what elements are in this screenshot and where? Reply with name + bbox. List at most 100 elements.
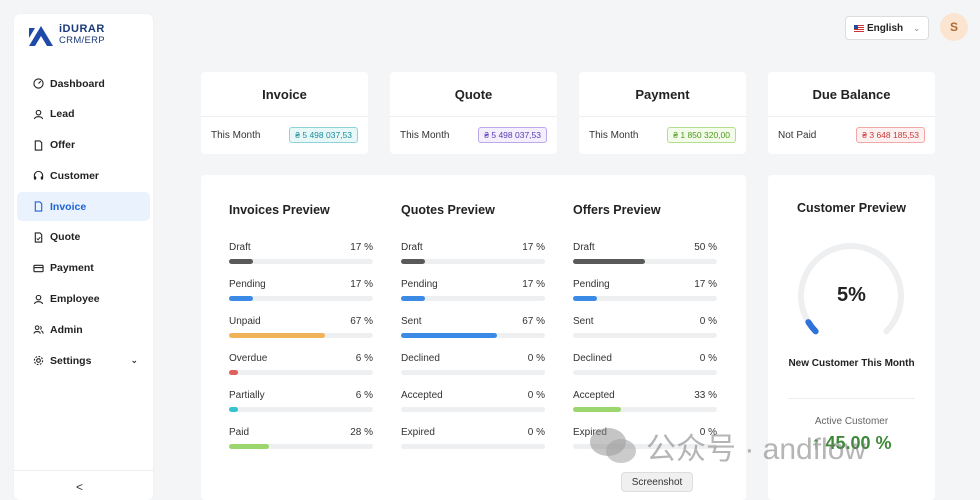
progress-bar (401, 370, 545, 375)
progress-bar-fill (401, 333, 498, 338)
stat-draft: Draft 17 % (401, 242, 545, 264)
stat-expired: Expired 0 % (401, 427, 545, 449)
active-customer-label: Active Customer (814, 416, 889, 427)
chevron-down-icon: ⌄ (913, 23, 920, 33)
team-icon (32, 324, 44, 336)
stat-label: Pending (401, 279, 438, 290)
stat-label: Expired (573, 427, 607, 438)
progress-bar (229, 370, 373, 375)
sidebar-item-lead[interactable]: Lead (17, 100, 150, 129)
customer-gauge (798, 243, 904, 335)
sidebar-item-label: Employee (50, 293, 100, 306)
logo-title: iDURAR (59, 23, 105, 35)
sidebar-item-settings[interactable]: Settings ⌄ (17, 346, 150, 375)
sidebar-item-label: Settings (50, 354, 92, 367)
sidebar-item-invoice[interactable]: Invoice (17, 192, 150, 222)
stat-unpaid: Unpaid 67 % (229, 316, 373, 338)
logo-mark-icon (29, 26, 53, 46)
stat-paid: Paid 28 % (229, 427, 373, 449)
offers-preview: Offers Preview Draft 50 % Pending 17 % Sent 0 … (573, 203, 717, 464)
progress-bar (229, 333, 373, 338)
sidebar: iDURAR CRM/ERP Dashboard Lead Offer Custome… (14, 14, 153, 500)
stat-label: Expired (401, 427, 435, 438)
gauge-fill (805, 319, 819, 335)
summary-amount-tag: ₴ 5 498 037,53 (478, 127, 547, 143)
progress-bar (229, 259, 373, 264)
stat-label: Accepted (401, 390, 443, 401)
sidebar-item-label: Payment (50, 262, 94, 275)
stat-value: 0 % (699, 427, 717, 438)
sidebar-nav: Dashboard Lead Offer Customer Invoice Quote Pa… (17, 69, 150, 377)
summary-card-payment: Payment This Month ₴ 1 850 320,00 (579, 72, 746, 154)
summary-amount-tag: ₴ 3 648 185,53 (856, 127, 925, 143)
customer-preview-card: Customer Preview 5% New Customer This Mo… (768, 175, 935, 500)
stat-pending: Pending 17 % (401, 279, 545, 301)
stat-value: 17 % (350, 242, 373, 253)
stat-sent: Sent 67 % (401, 316, 545, 338)
sidebar-item-label: Dashboard (50, 77, 105, 90)
sidebar-item-customer[interactable]: Customer (17, 161, 150, 190)
stat-label: Sent (573, 316, 594, 327)
stat-value: 6 % (355, 390, 373, 401)
summary-card-due-balance: Due Balance Not Paid ₴ 3 648 185,53 (768, 72, 935, 154)
customer-preview-title: Customer Preview (796, 201, 907, 215)
stat-value: 0 % (527, 427, 545, 438)
sidebar-item-label: Quote (50, 231, 81, 244)
stat-partially: Partially 6 % (229, 390, 373, 412)
progress-bar (401, 444, 545, 449)
stat-label: Sent (401, 316, 422, 327)
progress-bar (229, 407, 373, 412)
progress-bar (573, 444, 717, 449)
app-logo[interactable]: iDURAR CRM/ERP (29, 24, 105, 46)
file-check-icon (32, 231, 44, 243)
stat-overdue: Overdue 6 % (229, 353, 373, 375)
quotes-preview: Quotes Preview Draft 17 % Pending 17 % Sent 67… (401, 203, 545, 464)
progress-bar-fill (229, 333, 326, 338)
invoices-preview: Invoices Preview Draft 17 % Pending 17 % Unpa… (229, 203, 373, 464)
progress-bar-fill (401, 296, 426, 301)
progress-bar-fill (573, 259, 645, 264)
progress-bar-fill (229, 444, 270, 449)
avatar[interactable]: S (940, 13, 968, 41)
stat-value: 0 % (699, 353, 717, 364)
summary-card-title: Invoice (201, 72, 368, 117)
stat-accepted: Accepted 33 % (573, 390, 717, 412)
collapse-sidebar-button[interactable]: < (76, 480, 84, 494)
sidebar-item-admin[interactable]: Admin (17, 315, 150, 344)
progress-bar (573, 296, 717, 301)
active-customer-percent: 45.00 % (825, 433, 892, 453)
divider (788, 398, 915, 399)
stat-value: 67 % (350, 316, 373, 327)
dashboard-icon (32, 78, 44, 90)
stat-declined: Declined 0 % (401, 353, 545, 375)
stat-label: Declined (401, 353, 440, 364)
stat-value: 17 % (694, 279, 717, 290)
stat-value: 28 % (350, 427, 373, 438)
stat-expired: Expired 0 % (573, 427, 717, 449)
sidebar-item-offer[interactable]: Offer (17, 131, 150, 160)
stat-value: 0 % (699, 316, 717, 327)
stat-pending: Pending 17 % (573, 279, 717, 301)
stat-pending: Pending 17 % (229, 279, 373, 301)
stat-value: 0 % (527, 353, 545, 364)
summary-card-period: This Month (589, 129, 639, 141)
sidebar-item-quote[interactable]: Quote (17, 223, 150, 252)
stat-label: Pending (229, 279, 266, 290)
stat-value: 0 % (527, 390, 545, 401)
chevron-down-icon: ⌄ (130, 355, 138, 366)
gauge-value: 5% (837, 284, 866, 306)
sidebar-item-payment[interactable]: Payment (17, 254, 150, 283)
sidebar-item-employee[interactable]: Employee (17, 285, 150, 314)
progress-bar (401, 407, 545, 412)
stat-sent: Sent 0 % (573, 316, 717, 338)
summary-card-invoice: Invoice This Month ₴ 5 498 037,53 (201, 72, 368, 154)
stat-value: 17 % (522, 242, 545, 253)
progress-bar (401, 259, 545, 264)
language-select[interactable]: English ⌄ (845, 16, 929, 40)
stat-value: 50 % (694, 242, 717, 253)
progress-bar-fill (229, 407, 238, 412)
progress-bar-fill (229, 370, 238, 375)
user-icon (32, 108, 44, 120)
sidebar-item-dashboard[interactable]: Dashboard (17, 69, 150, 98)
sidebar-item-label: Invoice (50, 200, 87, 213)
